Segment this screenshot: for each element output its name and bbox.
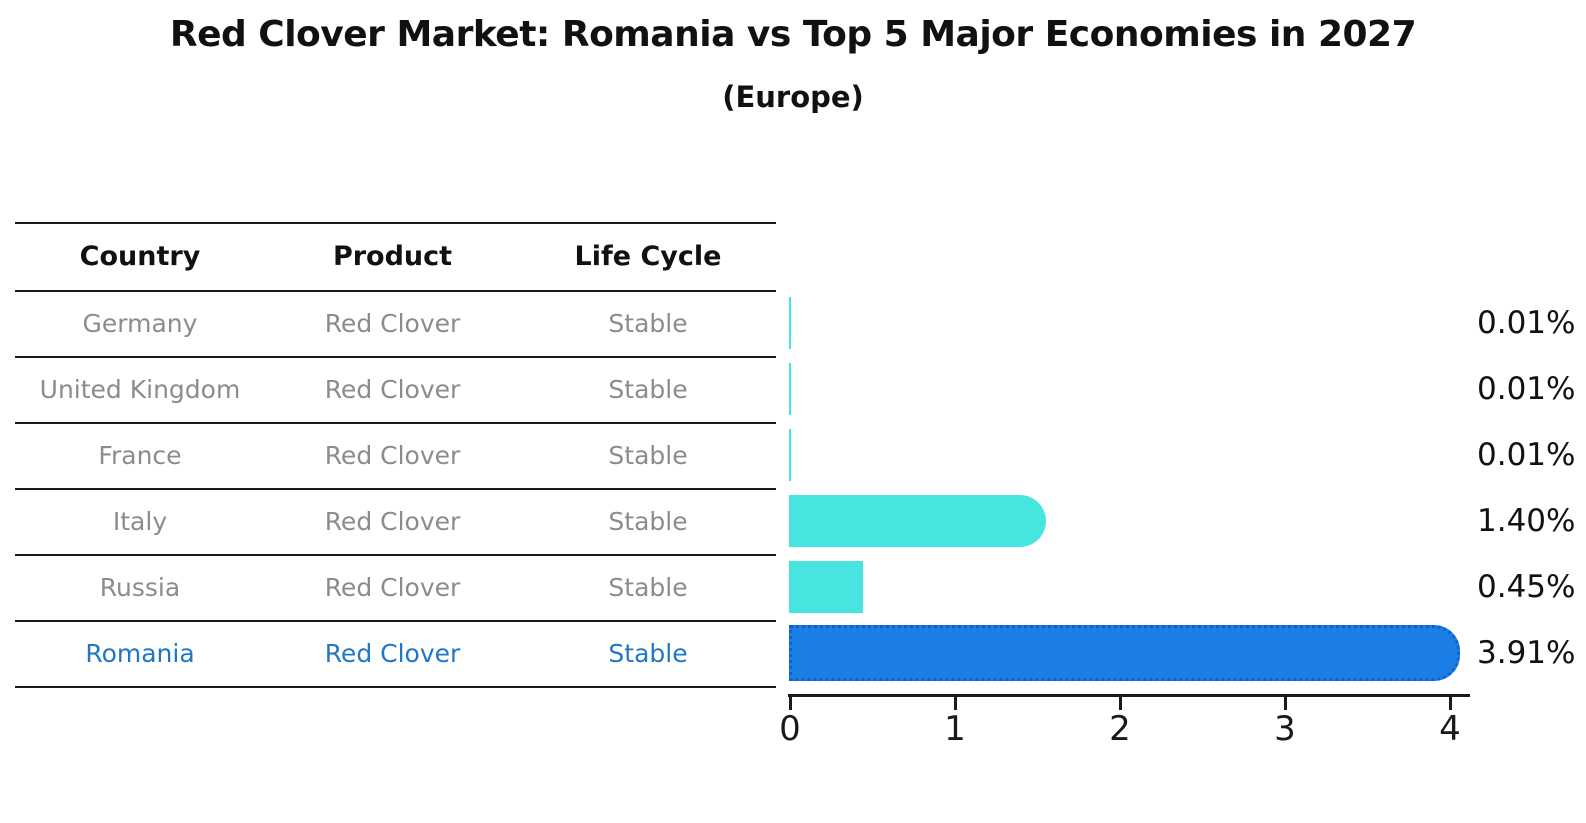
cell-country: Romania bbox=[85, 638, 195, 668]
cell-product: Red Clover bbox=[324, 440, 461, 470]
cell-life-cycle: Stable bbox=[608, 572, 688, 602]
bar-value-label: 3.91% bbox=[1477, 635, 1576, 671]
bar-germany bbox=[789, 297, 791, 349]
column-header-country: Country bbox=[79, 240, 201, 272]
cell-life-cycle: Stable bbox=[608, 638, 688, 668]
cell-product: Red Clover bbox=[324, 506, 461, 536]
x-axis-tick bbox=[789, 697, 792, 710]
table-row-line bbox=[15, 488, 776, 490]
chart-subtitle: (Europe) bbox=[722, 80, 864, 114]
bar-russia bbox=[789, 561, 864, 613]
table-row: Italy Red Clover Stable bbox=[15, 488, 776, 554]
table-row: United Kingdom Red Clover Stable bbox=[15, 356, 776, 422]
x-axis-tick-label: 0 bbox=[779, 709, 801, 749]
cell-product: Red Clover bbox=[324, 374, 461, 404]
x-axis-tick bbox=[1284, 697, 1287, 710]
table-bottom-line bbox=[15, 686, 776, 688]
x-axis-tick bbox=[1119, 697, 1122, 710]
x-axis-tick bbox=[954, 697, 957, 710]
cell-country: Russia bbox=[99, 572, 181, 602]
cell-product: Red Clover bbox=[324, 308, 461, 338]
table-row-line bbox=[15, 554, 776, 556]
cell-life-cycle: Stable bbox=[608, 506, 688, 536]
x-axis-line bbox=[788, 694, 1470, 697]
bar-united-kingdom bbox=[789, 363, 791, 415]
cell-product: Red Clover bbox=[324, 638, 461, 668]
cell-life-cycle: Stable bbox=[608, 374, 688, 404]
bar-france bbox=[789, 429, 791, 481]
x-axis-tick-label: 3 bbox=[1274, 709, 1296, 749]
bar-value-label: 1.40% bbox=[1477, 503, 1576, 539]
cell-life-cycle: Stable bbox=[608, 440, 688, 470]
x-axis-tick bbox=[1449, 697, 1452, 710]
table-row: Germany Red Clover Stable bbox=[15, 290, 776, 356]
table-header-row: Country Product Life Cycle bbox=[15, 222, 776, 290]
table-row: Russia Red Clover Stable bbox=[15, 554, 776, 620]
cell-life-cycle: Stable bbox=[608, 308, 688, 338]
x-axis-tick-label: 1 bbox=[944, 709, 966, 749]
table-top-line bbox=[15, 222, 776, 224]
column-header-product: Product bbox=[332, 240, 453, 272]
bar-value-label: 0.45% bbox=[1477, 569, 1576, 605]
bar-value-label: 0.01% bbox=[1477, 371, 1576, 407]
cell-country: France bbox=[98, 440, 182, 470]
table-row-line bbox=[15, 356, 776, 358]
table-row-line bbox=[15, 422, 776, 424]
table-row-line bbox=[15, 620, 776, 622]
table-header-line bbox=[15, 290, 776, 292]
column-header-life-cycle: Life Cycle bbox=[574, 240, 722, 272]
x-axis-tick-label: 4 bbox=[1439, 709, 1461, 749]
cell-country: Italy bbox=[112, 506, 168, 536]
cell-country: Germany bbox=[82, 308, 198, 338]
x-axis-tick-label: 2 bbox=[1109, 709, 1131, 749]
bar-value-label: 0.01% bbox=[1477, 305, 1576, 341]
cell-country: United Kingdom bbox=[39, 374, 241, 404]
bar-italy bbox=[789, 495, 1046, 547]
table-row: France Red Clover Stable bbox=[15, 422, 776, 488]
chart-title: Red Clover Market: Romania vs Top 5 Majo… bbox=[169, 14, 1417, 55]
cell-product: Red Clover bbox=[324, 572, 461, 602]
bar-romania bbox=[789, 625, 1461, 681]
bar-value-label: 0.01% bbox=[1477, 437, 1576, 473]
table-row: Romania Red Clover Stable bbox=[15, 620, 776, 686]
